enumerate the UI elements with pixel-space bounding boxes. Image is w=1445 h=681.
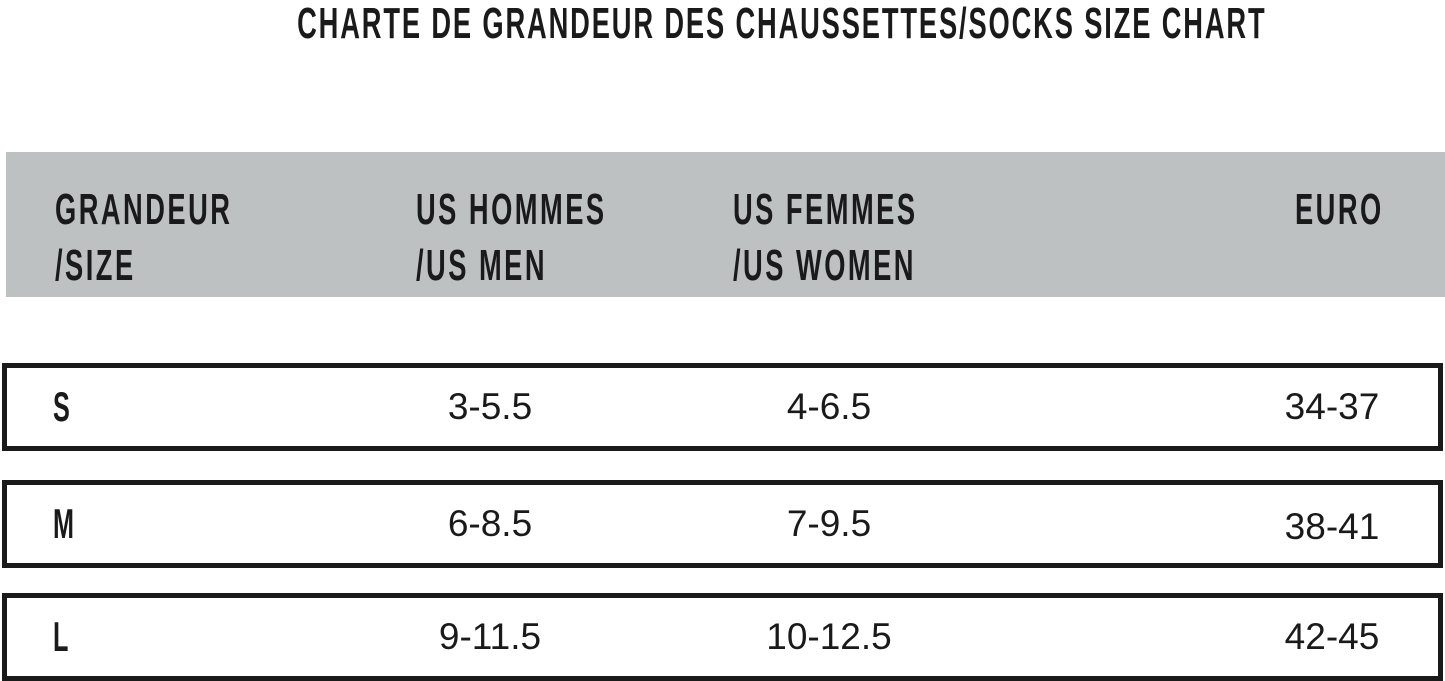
header-size: GRANDEUR /SIZE xyxy=(55,185,233,290)
us-men-cell: 6-8.5 xyxy=(447,503,533,544)
size-cell: S xyxy=(53,383,70,430)
header-us-women: US FEMMES /US WOMEN xyxy=(733,185,918,290)
size-cell: L xyxy=(53,613,69,660)
euro-cell: 42-45 xyxy=(1284,616,1380,657)
header-euro: EURO xyxy=(1295,185,1384,234)
table-row: S 3-5.5 4-6.5 34-37 xyxy=(2,363,1443,451)
us-women-cell: 7-9.5 xyxy=(786,503,872,544)
us-men-cell: 9-11.5 xyxy=(438,616,542,657)
us-men-cell: 3-5.5 xyxy=(447,386,533,427)
page-title: CHARTE DE GRANDEUR DES CHAUSSETTES/SOCKS… xyxy=(297,0,1267,48)
euro-cell: 34-37 xyxy=(1284,386,1380,427)
us-women-cell: 10-12.5 xyxy=(766,616,892,657)
size-cell: M xyxy=(53,500,74,547)
us-women-cell: 4-6.5 xyxy=(786,386,872,427)
table-header: GRANDEUR /SIZE US HOMMES /US MEN US FEMM… xyxy=(6,152,1445,297)
euro-cell: 38-41 xyxy=(1284,506,1380,547)
table-row: M 6-8.5 7-9.5 38-41 xyxy=(2,480,1443,568)
header-us-men: US HOMMES /US MEN xyxy=(416,185,607,290)
table-row: L 9-11.5 10-12.5 42-45 xyxy=(2,593,1443,681)
